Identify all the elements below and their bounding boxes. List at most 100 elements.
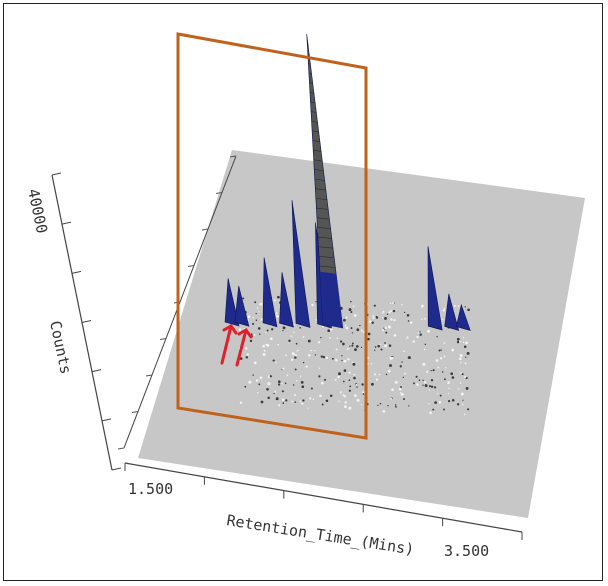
noise-point	[248, 380, 252, 384]
noise-point	[389, 364, 392, 367]
noise-point	[372, 315, 375, 318]
noise-point	[462, 336, 465, 339]
noise-point	[401, 361, 403, 363]
peak-hatch	[313, 159, 323, 162]
noise-point	[341, 355, 343, 357]
noise-point	[296, 350, 298, 352]
noise-point	[281, 398, 285, 402]
x-axis-label: Retention_Time_(Mins)	[225, 511, 415, 558]
noise-point	[271, 328, 274, 331]
noise-point	[278, 300, 280, 302]
noise-point	[439, 394, 442, 397]
peak-hatch	[310, 101, 316, 104]
counts-axis-tick	[101, 418, 112, 422]
noise-point	[244, 346, 248, 350]
noise-point	[296, 380, 298, 382]
noise-point	[321, 403, 324, 406]
noise-point	[423, 381, 427, 384]
noise-point	[252, 374, 254, 376]
noise-point	[375, 315, 378, 318]
noise-point	[274, 391, 277, 393]
noise-point	[320, 336, 322, 339]
noise-point	[312, 398, 315, 401]
noise-point	[267, 396, 270, 400]
noise-point	[250, 333, 253, 336]
noise-point	[438, 349, 441, 352]
noise-point	[350, 310, 353, 314]
noise-point	[459, 382, 462, 384]
noise-point	[406, 337, 408, 340]
noise-point	[421, 304, 424, 308]
noise-point	[379, 402, 382, 405]
noise-point	[462, 399, 464, 401]
peak-hatch	[317, 227, 331, 230]
noise-point	[439, 357, 443, 360]
noise-point	[464, 362, 467, 365]
noise-point	[292, 384, 295, 386]
noise-point	[447, 381, 450, 384]
depth-axis-tick	[131, 411, 139, 413]
noise-point	[403, 398, 405, 401]
noise-point	[285, 354, 287, 357]
peak-hatch	[315, 198, 328, 201]
noise-point	[398, 387, 402, 391]
noise-point	[406, 314, 410, 317]
noise-point	[370, 363, 373, 365]
noise-point	[367, 337, 370, 341]
noise-point	[355, 383, 358, 386]
noise-point	[342, 342, 345, 346]
noise-point	[372, 316, 375, 320]
depth-axis-tick	[229, 155, 237, 158]
noise-point	[338, 400, 340, 402]
noise-point	[461, 373, 464, 376]
noise-point	[356, 398, 360, 402]
noise-point	[346, 347, 349, 350]
counts-axis-tick	[71, 270, 82, 274]
noise-point	[259, 302, 263, 306]
noise-point	[344, 405, 347, 408]
noise-point	[320, 355, 323, 358]
noise-point	[403, 350, 405, 353]
noise-point	[292, 331, 295, 334]
noise-point	[360, 404, 363, 406]
noise-point	[373, 373, 376, 376]
noise-point	[272, 359, 275, 362]
noise-point	[310, 349, 312, 352]
peak-hatch	[314, 169, 324, 172]
peak-10	[455, 303, 471, 332]
noise-point	[258, 311, 260, 313]
peak-hatch	[318, 256, 335, 259]
noise-point	[457, 305, 460, 307]
noise-point	[301, 402, 304, 405]
noise-point	[430, 369, 432, 372]
noise-point	[342, 380, 345, 383]
noise-point	[406, 336, 409, 339]
noise-point	[373, 304, 376, 307]
noise-point	[338, 372, 341, 376]
noise-point	[460, 361, 462, 364]
arrow-2	[235, 328, 253, 367]
noise-point	[394, 380, 398, 384]
noise-point	[300, 381, 304, 384]
noise-point	[413, 382, 415, 385]
noise-point	[403, 311, 406, 314]
noise-point	[258, 333, 261, 335]
noise-point	[451, 376, 455, 379]
peak-base	[319, 271, 343, 328]
noise-point	[438, 400, 442, 404]
noise-point	[353, 314, 357, 317]
noise-point	[352, 362, 356, 366]
counts-axis-tick	[91, 369, 102, 373]
noise-point	[465, 356, 467, 358]
noise-point	[456, 403, 460, 406]
noise-point	[424, 384, 428, 388]
noise-point	[408, 405, 410, 407]
noise-point	[458, 357, 462, 361]
noise-point	[385, 331, 388, 334]
noise-point	[285, 399, 288, 402]
noise-point	[463, 413, 466, 416]
peak-hatch	[306, 43, 309, 46]
noise-point	[282, 368, 284, 370]
noise-point	[443, 408, 445, 411]
noise-point	[327, 329, 331, 333]
